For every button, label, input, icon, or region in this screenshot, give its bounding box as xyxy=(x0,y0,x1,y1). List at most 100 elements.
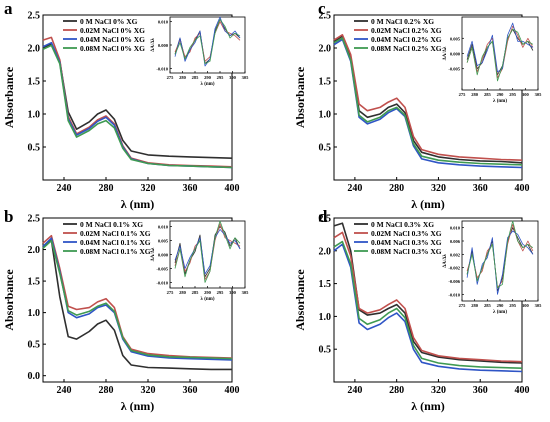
panel-b: b 0.0 0.5 1.0 1.5 2.0 2.5 240 280 320 360 400 λ (nm)… xyxy=(2,207,249,413)
inset-y-tick-label: 0.002 xyxy=(450,252,461,257)
inset-y-tick-label: -0.002 xyxy=(448,266,460,271)
legend-entry: 0.02M NaCl 0.2% XG xyxy=(371,26,442,35)
x-tick-label: 360 xyxy=(473,183,488,194)
inset-frame xyxy=(461,220,539,302)
x-tick-label: 360 xyxy=(473,385,488,396)
panel-d: d 0.5 1.0 1.5 2.0 2.5 240 280 320 360 400 λ (nm) Abs… xyxy=(293,207,542,413)
inset-x-tick-label: 280 xyxy=(471,303,479,308)
inset-x-tick-label: 290 xyxy=(204,75,212,80)
legend-entry: 0.08M NaCl 0% XG xyxy=(80,44,145,53)
inset-series-line-2 xyxy=(174,228,241,275)
inset-x-tick-label: 300 xyxy=(229,75,237,80)
series-line-3 xyxy=(333,37,523,166)
inset-y-tick-label: 0.010 xyxy=(158,225,169,230)
inset-x-tick-label: 280 xyxy=(179,75,187,80)
series-line-1 xyxy=(333,33,523,161)
y-tick-label: 0.0 xyxy=(28,371,41,382)
series-line-0 xyxy=(42,239,232,371)
inset-y-tick-label: -0.006 xyxy=(448,279,460,284)
inset-x-axis-label: λ (nm) xyxy=(493,310,507,315)
legend-entry: 0.02M NaCl 0.1% XG xyxy=(80,229,151,238)
x-tick-label: 240 xyxy=(347,183,362,194)
y-axis-label: Absorbance xyxy=(293,269,307,331)
inset-x-tick-label: 290 xyxy=(497,92,505,97)
inset-x-tick-label: 275 xyxy=(459,303,467,308)
series-line-1 xyxy=(42,234,233,359)
y-axis-label: Absorbance xyxy=(2,269,16,331)
inset-x-tick-label: 305 xyxy=(535,92,543,97)
inset-x-axis-label: λ (nm) xyxy=(201,297,215,302)
x-tick-label: 320 xyxy=(431,385,446,396)
y-tick-label: 2.0 xyxy=(28,245,41,256)
y-tick-label: 1.0 xyxy=(319,110,332,121)
x-tick-label: 400 xyxy=(225,385,240,396)
inset-series-line-1 xyxy=(174,21,241,62)
plot-frame xyxy=(333,14,523,181)
y-tick-label: 2.0 xyxy=(319,246,332,257)
inset-x-tick-label: 280 xyxy=(471,92,479,97)
x-tick-label: 400 xyxy=(515,183,530,194)
y-tick-label: 1.5 xyxy=(319,77,332,88)
inset-x-axis-label: λ (nm) xyxy=(493,99,507,104)
inset-series-line-2 xyxy=(466,22,534,73)
legend-entry: 0.04M NaCl 0% XG xyxy=(80,35,145,44)
panel-letter: b xyxy=(4,207,13,226)
legend-entry: 0 M NaCl 0% XG xyxy=(80,17,138,26)
y-tick-label: 1.0 xyxy=(319,312,332,323)
y-tick-label: 2.5 xyxy=(28,11,41,22)
x-tick-label: 280 xyxy=(99,183,114,194)
inset-series-line-2 xyxy=(466,230,534,295)
inset-y-tick-label: -0.005 xyxy=(448,67,460,72)
inset-x-tick-label: 300 xyxy=(522,92,530,97)
inset-series-line-3 xyxy=(174,18,241,65)
inset-x-tick-label: 275 xyxy=(167,290,175,295)
inset-x-tick-label: 290 xyxy=(497,303,505,308)
inset-y-tick-label: -0.005 xyxy=(156,266,168,271)
inset-y-axis-label: ΔA/Δλ xyxy=(151,247,156,261)
inset-x-tick-label: 280 xyxy=(179,290,187,295)
inset-x-tick-label: 305 xyxy=(242,290,250,295)
inset-series-line-3 xyxy=(174,220,241,283)
inset-x-tick-label: 285 xyxy=(484,303,492,308)
inset-y-tick-label: -0.010 xyxy=(448,292,460,297)
x-tick-label: 400 xyxy=(225,183,240,194)
legend-entry: 0.08M NaCl 0.2% XG xyxy=(371,44,442,53)
inset-y-tick-label: 0.005 xyxy=(450,36,461,41)
panel-letter: c xyxy=(318,0,326,18)
inset-y-axis-label: ΔA/Δλ xyxy=(443,46,448,60)
inset-x-tick-label: 290 xyxy=(204,290,212,295)
legend-entry: 0 M NaCl 0.2% XG xyxy=(371,17,434,26)
panel-a: a 0.5 1.0 1.5 2.0 2.5 240 280 320 360 400 λ (nm) Abs… xyxy=(2,0,249,211)
inset-plot: -0.010 -0.006 -0.002 0.002 0.006 0.010 275 280 2… xyxy=(443,220,543,315)
x-tick-label: 320 xyxy=(141,385,156,396)
series-line-1 xyxy=(333,231,523,363)
series-line-3 xyxy=(42,44,233,169)
inset-x-tick-label: 295 xyxy=(509,303,517,308)
y-tick-label: 2.0 xyxy=(319,44,332,55)
inset-x-tick-label: 275 xyxy=(459,92,467,97)
x-tick-label: 400 xyxy=(515,385,530,396)
y-tick-label: 0.5 xyxy=(28,340,41,351)
x-tick-label: 280 xyxy=(389,385,404,396)
y-tick-label: 0.5 xyxy=(319,345,332,356)
inset-x-axis-label: λ (nm) xyxy=(201,82,215,87)
legend-entry: 0.02M NaCl 0% XG xyxy=(80,26,145,35)
inset-x-tick-label: 300 xyxy=(522,303,530,308)
inset-x-tick-label: 295 xyxy=(509,92,517,97)
x-tick-label: 360 xyxy=(183,385,198,396)
inset-frame xyxy=(169,16,246,74)
plot-frame xyxy=(42,217,233,383)
inset-x-tick-label: 305 xyxy=(535,303,543,308)
y-tick-label: 1.5 xyxy=(319,279,332,290)
y-tick-label: 2.5 xyxy=(319,214,332,225)
inset-x-tick-label: 295 xyxy=(217,75,225,80)
inset-series-line-1 xyxy=(174,223,241,281)
inset-x-tick-label: 275 xyxy=(167,75,175,80)
inset-y-tick-label: 0.010 xyxy=(450,226,461,231)
legend-entry: 0.04M NaCl 0.3% XG xyxy=(371,238,442,247)
x-tick-label: 280 xyxy=(389,183,404,194)
inset-x-tick-label: 300 xyxy=(229,290,237,295)
x-tick-label: 240 xyxy=(347,385,362,396)
x-tick-label: 320 xyxy=(141,183,156,194)
